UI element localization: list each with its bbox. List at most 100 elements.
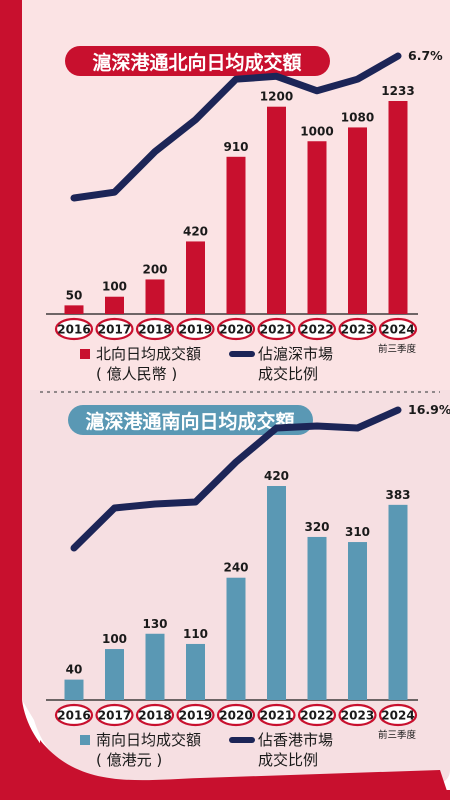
north-bar-label-2020: 910 (223, 140, 248, 154)
north-year-label-2020: 2020 (219, 323, 252, 337)
north-bar-2018 (145, 279, 165, 314)
south-year-badge-2020: 2020 (216, 703, 256, 727)
south-year-label-2017: 2017 (98, 709, 131, 723)
south-bar-labels: 40 100 130 110 240 420 320 310 383 (66, 469, 411, 677)
north-bar-2021 (267, 106, 286, 314)
south-year-label-2021: 2021 (260, 709, 293, 723)
south-year-label-2016: 2016 (57, 709, 90, 723)
bottom-accent-curve (40, 740, 450, 800)
north-bar-2019 (186, 241, 205, 314)
north-bar-label-2018: 200 (142, 262, 167, 276)
north-bar-labels: 50 100 200 420 910 1200 1000 1080 1233 (66, 84, 415, 302)
north-legend-bar-swatch (80, 349, 90, 359)
north-bar-2024 (388, 101, 408, 314)
north-bar-2023 (348, 127, 367, 314)
south-year-badge-2018: 2018 (135, 703, 175, 727)
north-bar-2017 (105, 296, 124, 314)
north-year-badges: 2016 2017 2018 2019 2020 2021 2022 2023 2024 (54, 317, 418, 341)
north-category-note: 前三季度 (378, 343, 417, 355)
south-legend-line-label-1: 佔香港市場 (258, 731, 333, 749)
south-year-badge-ring (297, 703, 337, 727)
north-year-badge-ring (216, 317, 256, 341)
south-year-badge-ring (135, 703, 175, 727)
north-title: 滬深港通北向日均成交額 (92, 51, 301, 74)
north-chart: 滬深港通北向日均成交額 50 100 200 420 910 1200 1000 1080 12… (46, 46, 443, 383)
south-year-badge-ring (54, 703, 94, 727)
north-year-badge-ring (176, 317, 215, 341)
north-year-badge-2018: 2018 (135, 317, 175, 341)
south-bar-2022 (307, 536, 327, 700)
south-legend-bar-label-1: 南向日均成交額 (96, 731, 201, 749)
south-legend-line-label-2: 成交比例 (258, 751, 318, 769)
south-bar-2020 (226, 577, 246, 700)
south-year-badge-2023: 2023 (338, 703, 377, 727)
north-bar-label-2017: 100 (102, 280, 127, 294)
south-bar-2017 (105, 649, 124, 700)
south-year-label-2018: 2018 (138, 709, 171, 723)
south-ratio-end-label: 16.9% (408, 402, 450, 417)
south-legend-bar-swatch (80, 735, 90, 745)
north-year-label-2024: 2024 (381, 323, 414, 337)
south-year-badge-2021: 2021 (257, 703, 296, 727)
north-year-label-2019: 2019 (179, 323, 212, 337)
north-year-badge-2019: 2019 (176, 317, 215, 341)
north-bar-label-2019: 420 (183, 224, 208, 238)
south-legend-bar-label-2: ( 億港元 ) (96, 751, 162, 769)
north-bar-label-2021: 1200 (260, 90, 293, 104)
north-year-label-2016: 2016 (57, 323, 90, 337)
north-year-badge-ring (257, 317, 296, 341)
north-year-badge-2022: 2022 (297, 317, 337, 341)
south-year-badge-2016: 2016 (54, 703, 94, 727)
north-year-label-2018: 2018 (138, 323, 171, 337)
south-year-badge-ring (257, 703, 296, 727)
south-bar-label-2018: 130 (142, 617, 167, 631)
south-bar-2023 (348, 542, 367, 700)
south-bar-2019 (186, 643, 205, 700)
south-year-label-2023: 2023 (341, 709, 374, 723)
north-year-badge-ring (338, 317, 377, 341)
south-year-badges: 2016 2017 2018 2019 2020 2021 2022 2023 2024 (54, 703, 418, 727)
south-bar-2024 (388, 504, 408, 700)
south-bar-2021 (267, 486, 286, 700)
north-legend-line-label-1: 佔滬深市場 (258, 345, 333, 363)
south-title-pill (68, 405, 313, 435)
south-bar-2018 (145, 633, 165, 700)
north-year-badge-2021: 2021 (257, 317, 296, 341)
north-bar-label-2024: 1233 (381, 84, 414, 98)
north-year-badge-2017: 2017 (95, 317, 134, 341)
north-year-badge-2023: 2023 (338, 317, 377, 341)
south-bar-label-2021: 420 (264, 469, 289, 483)
north-bar-label-2022: 1000 (300, 124, 333, 138)
south-bar-label-2017: 100 (102, 632, 127, 646)
north-year-label-2021: 2021 (260, 323, 293, 337)
south-title: 滬深港通南向日均成交額 (85, 410, 294, 433)
south-year-badge-ring (378, 703, 418, 727)
north-bar-label-2023: 1080 (341, 110, 374, 124)
north-bar-2020 (226, 156, 246, 314)
south-ratio-line (70, 406, 402, 552)
south-year-badge-ring (216, 703, 256, 727)
south-bar-label-2023: 310 (345, 525, 370, 539)
north-year-badge-2024: 2024 (378, 317, 418, 341)
north-bar-label-2016: 50 (66, 288, 83, 302)
south-year-badge-2024: 2024 (378, 703, 418, 727)
south-year-badge-2019: 2019 (176, 703, 215, 727)
south-bar-label-2024: 383 (385, 488, 410, 502)
south-year-badge-ring (176, 703, 215, 727)
north-bar-2022 (307, 141, 327, 314)
north-year-badge-ring (135, 317, 175, 341)
north-year-label-2023: 2023 (341, 323, 374, 337)
north-bar-2016 (64, 305, 84, 314)
south-chart: 滬深港通南向日均成交額 40 100 130 110 240 420 320 310 383 1… (46, 402, 450, 769)
south-bar-label-2019: 110 (183, 627, 208, 641)
north-ratio-line (70, 52, 402, 202)
north-year-badge-ring (378, 317, 418, 341)
north-year-label-2022: 2022 (300, 323, 333, 337)
south-bar-label-2016: 40 (66, 663, 83, 677)
north-year-badge-ring (54, 317, 94, 341)
south-year-badge-2017: 2017 (95, 703, 134, 727)
south-category-note: 前三季度 (378, 729, 417, 741)
south-bar-label-2022: 320 (304, 520, 329, 534)
